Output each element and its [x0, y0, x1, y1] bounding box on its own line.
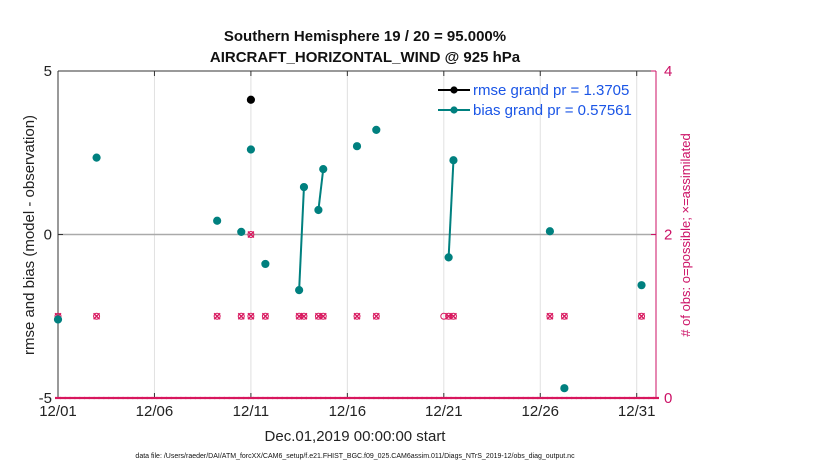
obs-possible-marker	[638, 312, 646, 320]
bias-point	[92, 153, 101, 162]
obs-assimilated-marker	[247, 231, 255, 238]
bias-point	[213, 216, 222, 225]
bias-point	[237, 227, 246, 236]
obs-possible-marker	[445, 312, 453, 320]
y2-tick-label: 4	[664, 63, 672, 80]
x-tick-label: 12/16	[329, 403, 367, 420]
x-tick-label: 12/26	[521, 403, 559, 420]
obs-possible-marker	[93, 312, 101, 320]
legend-rmse-label: rmse grand pr = 1.3705	[473, 82, 629, 99]
y-axis-label: rmse and bias (model - observation)	[21, 115, 38, 355]
obs-possible-marker	[440, 312, 448, 320]
obs-assimilated-marker	[213, 312, 221, 320]
bias-point	[261, 259, 270, 269]
y-tick-label: -5	[39, 390, 52, 407]
obs-possible-marker	[372, 312, 380, 320]
bias-point	[545, 227, 555, 236]
obs-assimilated-marker	[319, 312, 327, 320]
bias-point	[246, 145, 256, 154]
obs-possible-marker	[295, 312, 303, 320]
bias-point	[299, 182, 309, 192]
obs-assimilated-marker	[93, 312, 101, 320]
obs-possible-marker	[319, 312, 327, 320]
x-tick-label: 12/11	[233, 403, 269, 420]
obs-assimilated-marker	[638, 312, 645, 320]
obs-assimilated-marker	[261, 312, 269, 320]
bias-point	[319, 165, 328, 174]
data-file-footer: data file: /Users/raeder/DAI/ATM_forcXX/…	[135, 453, 575, 460]
x-tick-label: 12/21	[425, 403, 463, 420]
obs-possible-marker	[237, 312, 245, 320]
obs-possible-marker	[546, 312, 554, 320]
rmse-point	[246, 95, 256, 104]
x-tick-label: 12/01	[39, 403, 77, 420]
legend-rmse-marker	[450, 86, 458, 94]
obs-possible-marker	[560, 312, 568, 320]
obs-possible-marker	[314, 312, 322, 320]
bias-line-segment	[298, 187, 305, 291]
y-tick-label: 5	[44, 63, 52, 80]
y2-tick-label: 0	[664, 390, 672, 407]
bias-point	[295, 285, 304, 295]
x-tick-label: 12/31	[618, 403, 656, 420]
bias-point	[444, 253, 453, 262]
y2-axis-label: # of obs: o=possible; ×=assimilated	[678, 133, 693, 336]
bias-point	[637, 281, 646, 290]
x-tick-label: 12/06	[136, 403, 174, 420]
obs-possible-marker	[247, 231, 255, 238]
legend-bias-label: bias grand pr = 0.57561	[473, 102, 632, 119]
obs-possible-marker	[300, 312, 308, 320]
obs-assimilated-marker	[560, 312, 568, 320]
obs-assimilated-marker	[247, 312, 255, 320]
obs-possible-marker	[449, 312, 457, 320]
chart-subtitle: AIRCRAFT_HORIZONTAL_WIND @ 925 hPa	[210, 49, 521, 66]
obs-assimilated-marker	[237, 312, 245, 320]
bias-point	[560, 384, 569, 393]
x-axis-label: Dec.01,2019 00:00:00 start	[265, 428, 447, 445]
bias-line-segment	[317, 168, 325, 211]
obs-assimilated-marker	[300, 312, 308, 320]
obs-possible-marker	[353, 312, 361, 320]
y-tick-label: 0	[44, 227, 52, 244]
plot-area: 12/01 12/06 12/11 12/16 12/21 12/26 12/31 -5 0 5 0…	[39, 63, 673, 420]
y2-tick-label: 2	[664, 227, 672, 244]
chart-title: Southern Hemisphere 19 / 20 = 95.000%	[224, 28, 506, 45]
obs-assimilated-marker	[449, 312, 457, 320]
obs-possible-marker	[213, 312, 221, 320]
obs-assimilated-marker	[372, 312, 380, 320]
bias-point	[352, 142, 362, 151]
bias-line-segment	[447, 160, 455, 258]
bias-point	[372, 125, 381, 134]
legend-bias-marker	[450, 106, 458, 114]
obs-assimilated-marker	[546, 312, 554, 320]
bias-point	[314, 205, 323, 215]
obs-assimilated-marker	[353, 312, 361, 320]
bias-point	[53, 315, 63, 324]
bias-point	[449, 156, 458, 165]
obs-possible-marker	[261, 312, 269, 320]
obs-possible-marker	[247, 312, 255, 320]
